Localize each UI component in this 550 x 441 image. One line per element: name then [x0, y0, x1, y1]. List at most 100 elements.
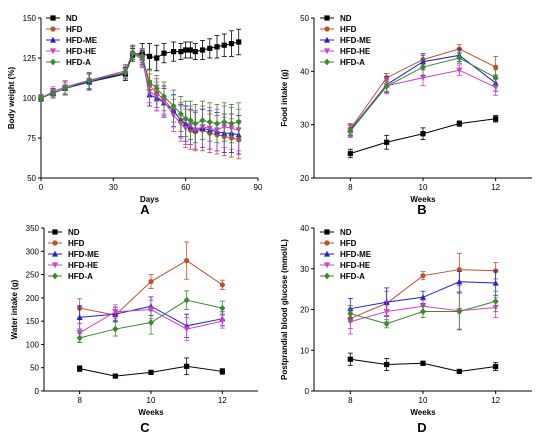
data-point: [384, 361, 390, 368]
y-tick-label: 150: [23, 14, 37, 23]
data-point: [236, 39, 242, 45]
data-point: [456, 121, 462, 127]
x-tick-label: 0: [39, 183, 44, 192]
data-point: [383, 82, 390, 90]
legend-marker: [324, 15, 330, 21]
series-hfd-a: [347, 52, 499, 137]
data-point: [420, 63, 426, 71]
data-point: [235, 118, 242, 126]
legend-marker: [52, 240, 58, 246]
data-point: [184, 363, 190, 369]
y-tick-label: 10: [300, 346, 309, 355]
data-point: [148, 306, 154, 313]
data-point: [420, 308, 426, 315]
x-tick-label: 30: [109, 183, 118, 192]
data-point: [206, 118, 213, 126]
series-hfd-a: [347, 290, 499, 331]
y-tick-label: 300: [26, 247, 40, 256]
x-tick-label: 90: [254, 183, 263, 192]
legend-marker: [324, 272, 330, 280]
y-tick-label: 40: [300, 224, 309, 233]
data-point: [492, 74, 499, 82]
data-point: [183, 326, 190, 333]
x-tick-label: 60: [181, 183, 190, 192]
data-point: [192, 120, 199, 127]
legend: ND HFD HFD-ME HFD-HE HFD-A: [48, 228, 100, 281]
data-point: [184, 258, 190, 264]
panel-letter: B: [417, 202, 426, 217]
legend-marker: [324, 250, 330, 257]
legend-label: HFD-ME: [340, 36, 372, 45]
data-point: [384, 139, 390, 145]
data-point: [493, 64, 499, 70]
x-tick-label: 8: [77, 396, 82, 405]
series-hfd-a: [76, 290, 226, 343]
data-point: [219, 318, 226, 325]
legend-label: HFD: [340, 239, 357, 248]
y-tick-label: 350: [26, 224, 40, 233]
data-point: [86, 77, 93, 84]
legend-marker: [52, 262, 58, 269]
data-point: [219, 304, 226, 312]
data-point: [199, 117, 206, 124]
legend-marker: [324, 229, 330, 235]
data-point: [76, 334, 83, 342]
legend-marker: [324, 240, 330, 246]
legend-label: HFD: [340, 25, 357, 34]
y-tick-label: 30: [300, 121, 309, 130]
legend-label: ND: [66, 14, 78, 23]
legend-marker: [52, 250, 58, 257]
data-point: [456, 308, 463, 315]
x-tick-label: 8: [348, 183, 353, 192]
data-point: [219, 282, 225, 288]
legend-label: HFD-A: [340, 58, 365, 67]
legend-label: ND: [68, 228, 80, 237]
y-axis-title: Body weight (%): [7, 67, 16, 130]
data-point: [160, 93, 167, 100]
legend: ND HFD HFD-ME HFD-HE HFD-A: [320, 228, 372, 281]
data-point: [456, 67, 463, 74]
legend-label: HFD: [66, 25, 83, 34]
series-hfd-he: [76, 299, 226, 343]
data-point: [492, 279, 499, 286]
data-point: [420, 131, 426, 137]
legend-label: HFD-ME: [340, 250, 372, 259]
y-tick-label: 75: [27, 134, 36, 143]
legend-label: HFD-HE: [66, 47, 97, 56]
x-axis-title: Weeks: [138, 408, 164, 417]
data-point: [456, 368, 462, 375]
data-point: [50, 89, 57, 97]
legend-label: HFD: [68, 239, 85, 248]
legend-label: HFD-A: [66, 58, 91, 67]
legend-label: HFD-HE: [340, 47, 371, 56]
y-tick-label: 100: [23, 94, 37, 103]
data-point: [38, 94, 44, 102]
y-tick-label: 125: [23, 54, 37, 63]
data-point: [493, 363, 499, 370]
legend-label: ND: [340, 14, 352, 23]
y-tick-label: 50: [27, 174, 36, 183]
data-point: [383, 320, 390, 328]
y-axis-title: Food intake (g): [280, 69, 289, 127]
data-point: [456, 266, 462, 273]
y-axis-title: Water intake (g): [10, 279, 19, 339]
data-point: [76, 314, 83, 321]
panel-letter: D: [417, 420, 426, 435]
data-point: [77, 366, 83, 372]
data-point: [187, 47, 194, 53]
data-point: [178, 49, 184, 55]
legend-label: HFD-HE: [340, 261, 371, 270]
y-tick-label: 50: [30, 364, 39, 373]
data-point: [493, 116, 499, 122]
x-axis-title: Weeks: [410, 195, 436, 204]
data-point: [214, 120, 221, 127]
data-point: [456, 54, 463, 62]
legend: ND HFD HFD-ME HFD-HE HFD-A: [320, 14, 372, 67]
data-point: [62, 85, 69, 92]
panel-letter: C: [140, 420, 150, 435]
y-tick-label: 100: [26, 340, 40, 349]
data-point: [139, 53, 146, 60]
data-point: [228, 120, 235, 127]
y-tick-label: 150: [26, 317, 40, 326]
y-tick-label: 200: [26, 294, 40, 303]
